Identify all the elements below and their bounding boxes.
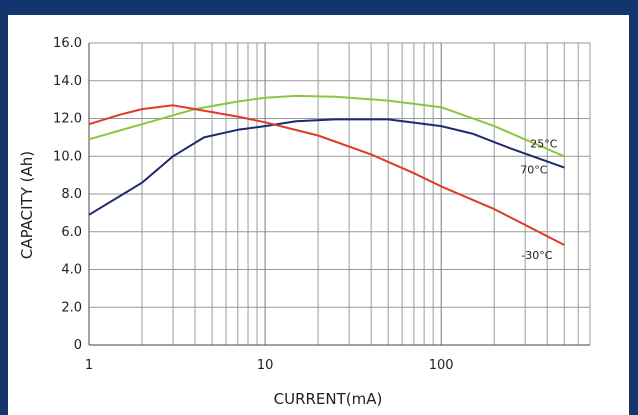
capacity-current-chart: 16.0 14.0 12.0 10.0 8.0 6.0 4.0 2.0 01 10 100 25°C…: [18, 36, 591, 408]
x-tick-label: 100: [429, 358, 454, 373]
series-label: 25°C: [530, 137, 557, 150]
y-tick-label: 12.0: [53, 112, 82, 127]
y-tick-label: 14.0: [53, 74, 82, 89]
y-tick-label: 2.0: [61, 300, 82, 315]
y-tick-label: 16.0: [53, 36, 82, 51]
y-tick-label: 10.0: [53, 149, 82, 164]
tick-layer: 16.0 14.0 12.0 10.0 8.0 6.0 4.0 2.0 01 10 100: [53, 36, 454, 373]
y-tick-label: 6.0: [61, 225, 82, 240]
chart-panel: 16.0 14.0 12.0 10.0 8.0 6.0 4.0 2.0 0 1 10 100 25°C…: [8, 15, 629, 415]
y-tick-label: 0: [74, 338, 82, 353]
series-label: -30°C: [521, 249, 552, 262]
y-tick-label: 8.0: [61, 187, 82, 202]
x-tick-label: 10: [257, 358, 274, 373]
grid-layer: [88, 42, 591, 346]
series-line: [88, 104, 565, 246]
label-layer: 25°C 70°C -30°C: [520, 137, 557, 262]
series-label: 70°C: [520, 164, 547, 177]
series-line: [88, 94, 565, 158]
x-tick-label: 1: [85, 358, 93, 373]
x-axis-label: CURRENT(mA): [274, 390, 383, 408]
y-tick-label: 4.0: [61, 263, 82, 278]
y-axis-label: CAPACITY (Ah): [18, 151, 36, 259]
series-line: [88, 118, 565, 216]
series-layer: [88, 94, 565, 246]
